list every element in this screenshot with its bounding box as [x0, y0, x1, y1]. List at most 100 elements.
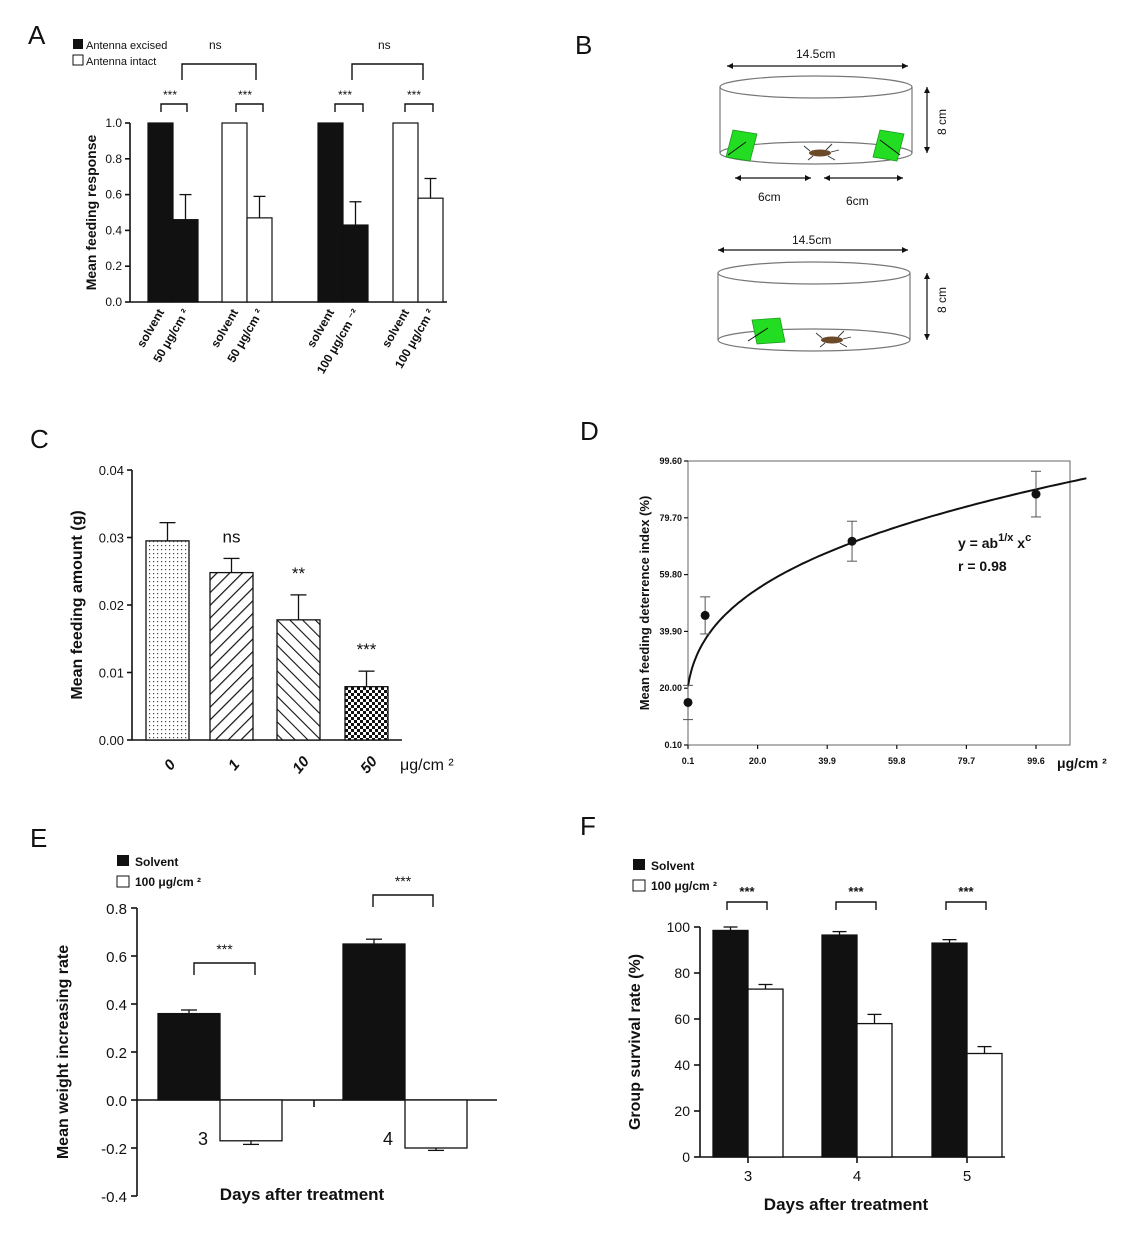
bar: [219, 1099, 283, 1142]
distance-label-left: 6cm: [758, 190, 781, 204]
bar: [931, 942, 968, 1158]
panel-a: Antenna excised Antenna intact 0.0 0.2 0.4…: [72, 38, 447, 376]
legend-swatch-treated: [116, 875, 130, 888]
y-tick-label: 0.04: [99, 463, 124, 478]
panel-d-axes: 0.10 20.00 39.90 59.80 79.70 99.60 0.1 20.0 39.9…: [637, 456, 1107, 771]
x-tick-label: 0.1: [682, 756, 695, 766]
leaf-disc-left: [751, 317, 786, 345]
legend-label-treated: 100 μg/cm ²: [651, 879, 717, 893]
cricket-icon: [815, 330, 852, 348]
y-tick-label: 0.2: [105, 259, 122, 273]
legend-swatch-treated: [632, 879, 646, 892]
y-tick-label: 39.90: [659, 626, 682, 636]
panel-f-bars: 3 *** 4 *** 5 ***: [712, 884, 1003, 1185]
panel-b-diagram: 14.5cm 8 cm 6cm 6cm: [717, 47, 949, 352]
distance-label-right: 6cm: [846, 194, 869, 208]
dish-rim: [717, 261, 911, 285]
ns-label-a2: ns: [378, 38, 391, 52]
ns-label-a1: ns: [209, 38, 222, 52]
sig-bracket: [945, 901, 987, 910]
y-tick-label: 0: [682, 1149, 690, 1165]
y-tick-label: 100: [667, 919, 691, 935]
bar: [712, 929, 749, 1158]
bar: [145, 540, 190, 741]
leaf-disc-right: [872, 129, 905, 162]
data-point: [1031, 489, 1041, 499]
y-axis-title: Group survival rate (%): [627, 954, 644, 1130]
bar: [821, 934, 858, 1158]
y-tick-label: 79.70: [659, 513, 682, 523]
y-tick-label: 40: [674, 1057, 690, 1073]
sig-bracket: [726, 901, 768, 910]
legend-swatch-solvent: [117, 855, 129, 866]
y-tick-label: 0.4: [105, 223, 122, 237]
panel-e: Solvent 100 μg/cm ² -0.4 -0.2 0.0 0.2 0.4 0.6…: [55, 855, 497, 1206]
panel-f-axes: 0 20 40 60 80 100 Group survival rate (%) Days …: [627, 919, 1005, 1214]
sig-bracket-a2: [235, 103, 264, 112]
y-tick-label: 0.6: [106, 949, 127, 966]
bar: [417, 197, 444, 303]
significance-label: ***: [958, 884, 974, 899]
bar: [276, 619, 321, 741]
panel-c-axes: 0.00 0.01 0.02 0.03 0.04 Mean feeding amount …: [69, 463, 454, 774]
panel-c: 0.00 0.01 0.02 0.03 0.04 Mean feeding amount …: [69, 463, 454, 777]
sig-label-a4: ***: [407, 88, 421, 102]
bar: [747, 988, 784, 1158]
panel-label-a: A: [28, 20, 46, 50]
x-tick-label: 39.9: [818, 756, 836, 766]
fit-equation-main: y = ab: [958, 535, 998, 551]
bar: [342, 943, 406, 1101]
fit-equation-exp: 1/x: [998, 532, 1014, 544]
x-axis-unit: μg/cm ²: [1057, 755, 1107, 771]
legend-swatch-excised: [73, 39, 83, 49]
y-axis-title: Mean feeding deterrence index (%): [637, 496, 652, 711]
y-tick-label: 0.10: [664, 740, 682, 750]
x-tick-label: 4: [383, 1129, 393, 1149]
y-axis-title: Mean feeding amount (g): [69, 510, 86, 699]
sig-bracket-a4: [404, 103, 434, 112]
y-tick-label: 0.0: [105, 295, 122, 309]
y-tick-label: 0.00: [99, 733, 124, 748]
y-tick-label: 0.0: [106, 1093, 127, 1110]
legend-label-intact: Antenna intact: [86, 56, 156, 68]
x-axis-unit: μg/cm ²: [400, 757, 454, 774]
panel-e-axes: -0.4 -0.2 0.0 0.2 0.4 0.6 0.8 Mean weight incre…: [55, 901, 497, 1206]
panel-c-bars: 0 ns 1 ** 10 *** 50: [145, 522, 389, 777]
y-tick-label: 0.4: [106, 997, 127, 1014]
dish-rim: [719, 75, 913, 99]
sig-bracket: [372, 894, 434, 907]
y-tick-label: 20: [674, 1103, 690, 1119]
significance-label: ***: [739, 884, 755, 899]
dish-height-label-top: 8 cm: [935, 109, 949, 135]
panel-e-bars: 3 4 *** ***: [157, 873, 468, 1152]
panel-d: 0.10 20.00 39.90 59.80 79.70 99.60 0.1 20.0 39.9…: [637, 456, 1107, 771]
leaf-stick: [879, 139, 901, 156]
bar: [209, 571, 254, 741]
y-tick-label: 0.8: [105, 152, 122, 166]
significance-label: ***: [395, 873, 412, 889]
y-axis-title: Mean feeding response: [83, 134, 99, 290]
panel-d-marks: [683, 470, 1087, 721]
bar: [172, 219, 199, 303]
x-tick-label: 0: [161, 756, 180, 774]
fit-equation-c: c: [1025, 532, 1031, 544]
legend-label-solvent: Solvent: [135, 855, 178, 869]
dish-base: [717, 328, 911, 352]
fit-equation: y = ab1/x xc: [958, 532, 1031, 551]
y-tick-label: 0.8: [106, 901, 127, 918]
x-tick-label: 10: [289, 753, 313, 777]
x-tick-label: 3: [744, 1168, 752, 1185]
dish-width-label-bottom: 14.5cm: [792, 233, 831, 247]
y-tick-label: 1.0: [105, 116, 122, 130]
y-tick-label: 0.01: [99, 666, 124, 681]
y-tick-label: 59.80: [659, 570, 682, 580]
legend-label-treated: 100 μg/cm ²: [135, 875, 201, 889]
bar: [856, 1022, 893, 1158]
dish-height-label-bottom: 8 cm: [935, 287, 949, 313]
significance-label: ***: [848, 884, 864, 899]
dish-no-choice: 14.5cm 8 cm: [717, 233, 949, 352]
sig-bracket: [835, 901, 877, 910]
x-axis-title: Days after treatment: [220, 1185, 385, 1204]
